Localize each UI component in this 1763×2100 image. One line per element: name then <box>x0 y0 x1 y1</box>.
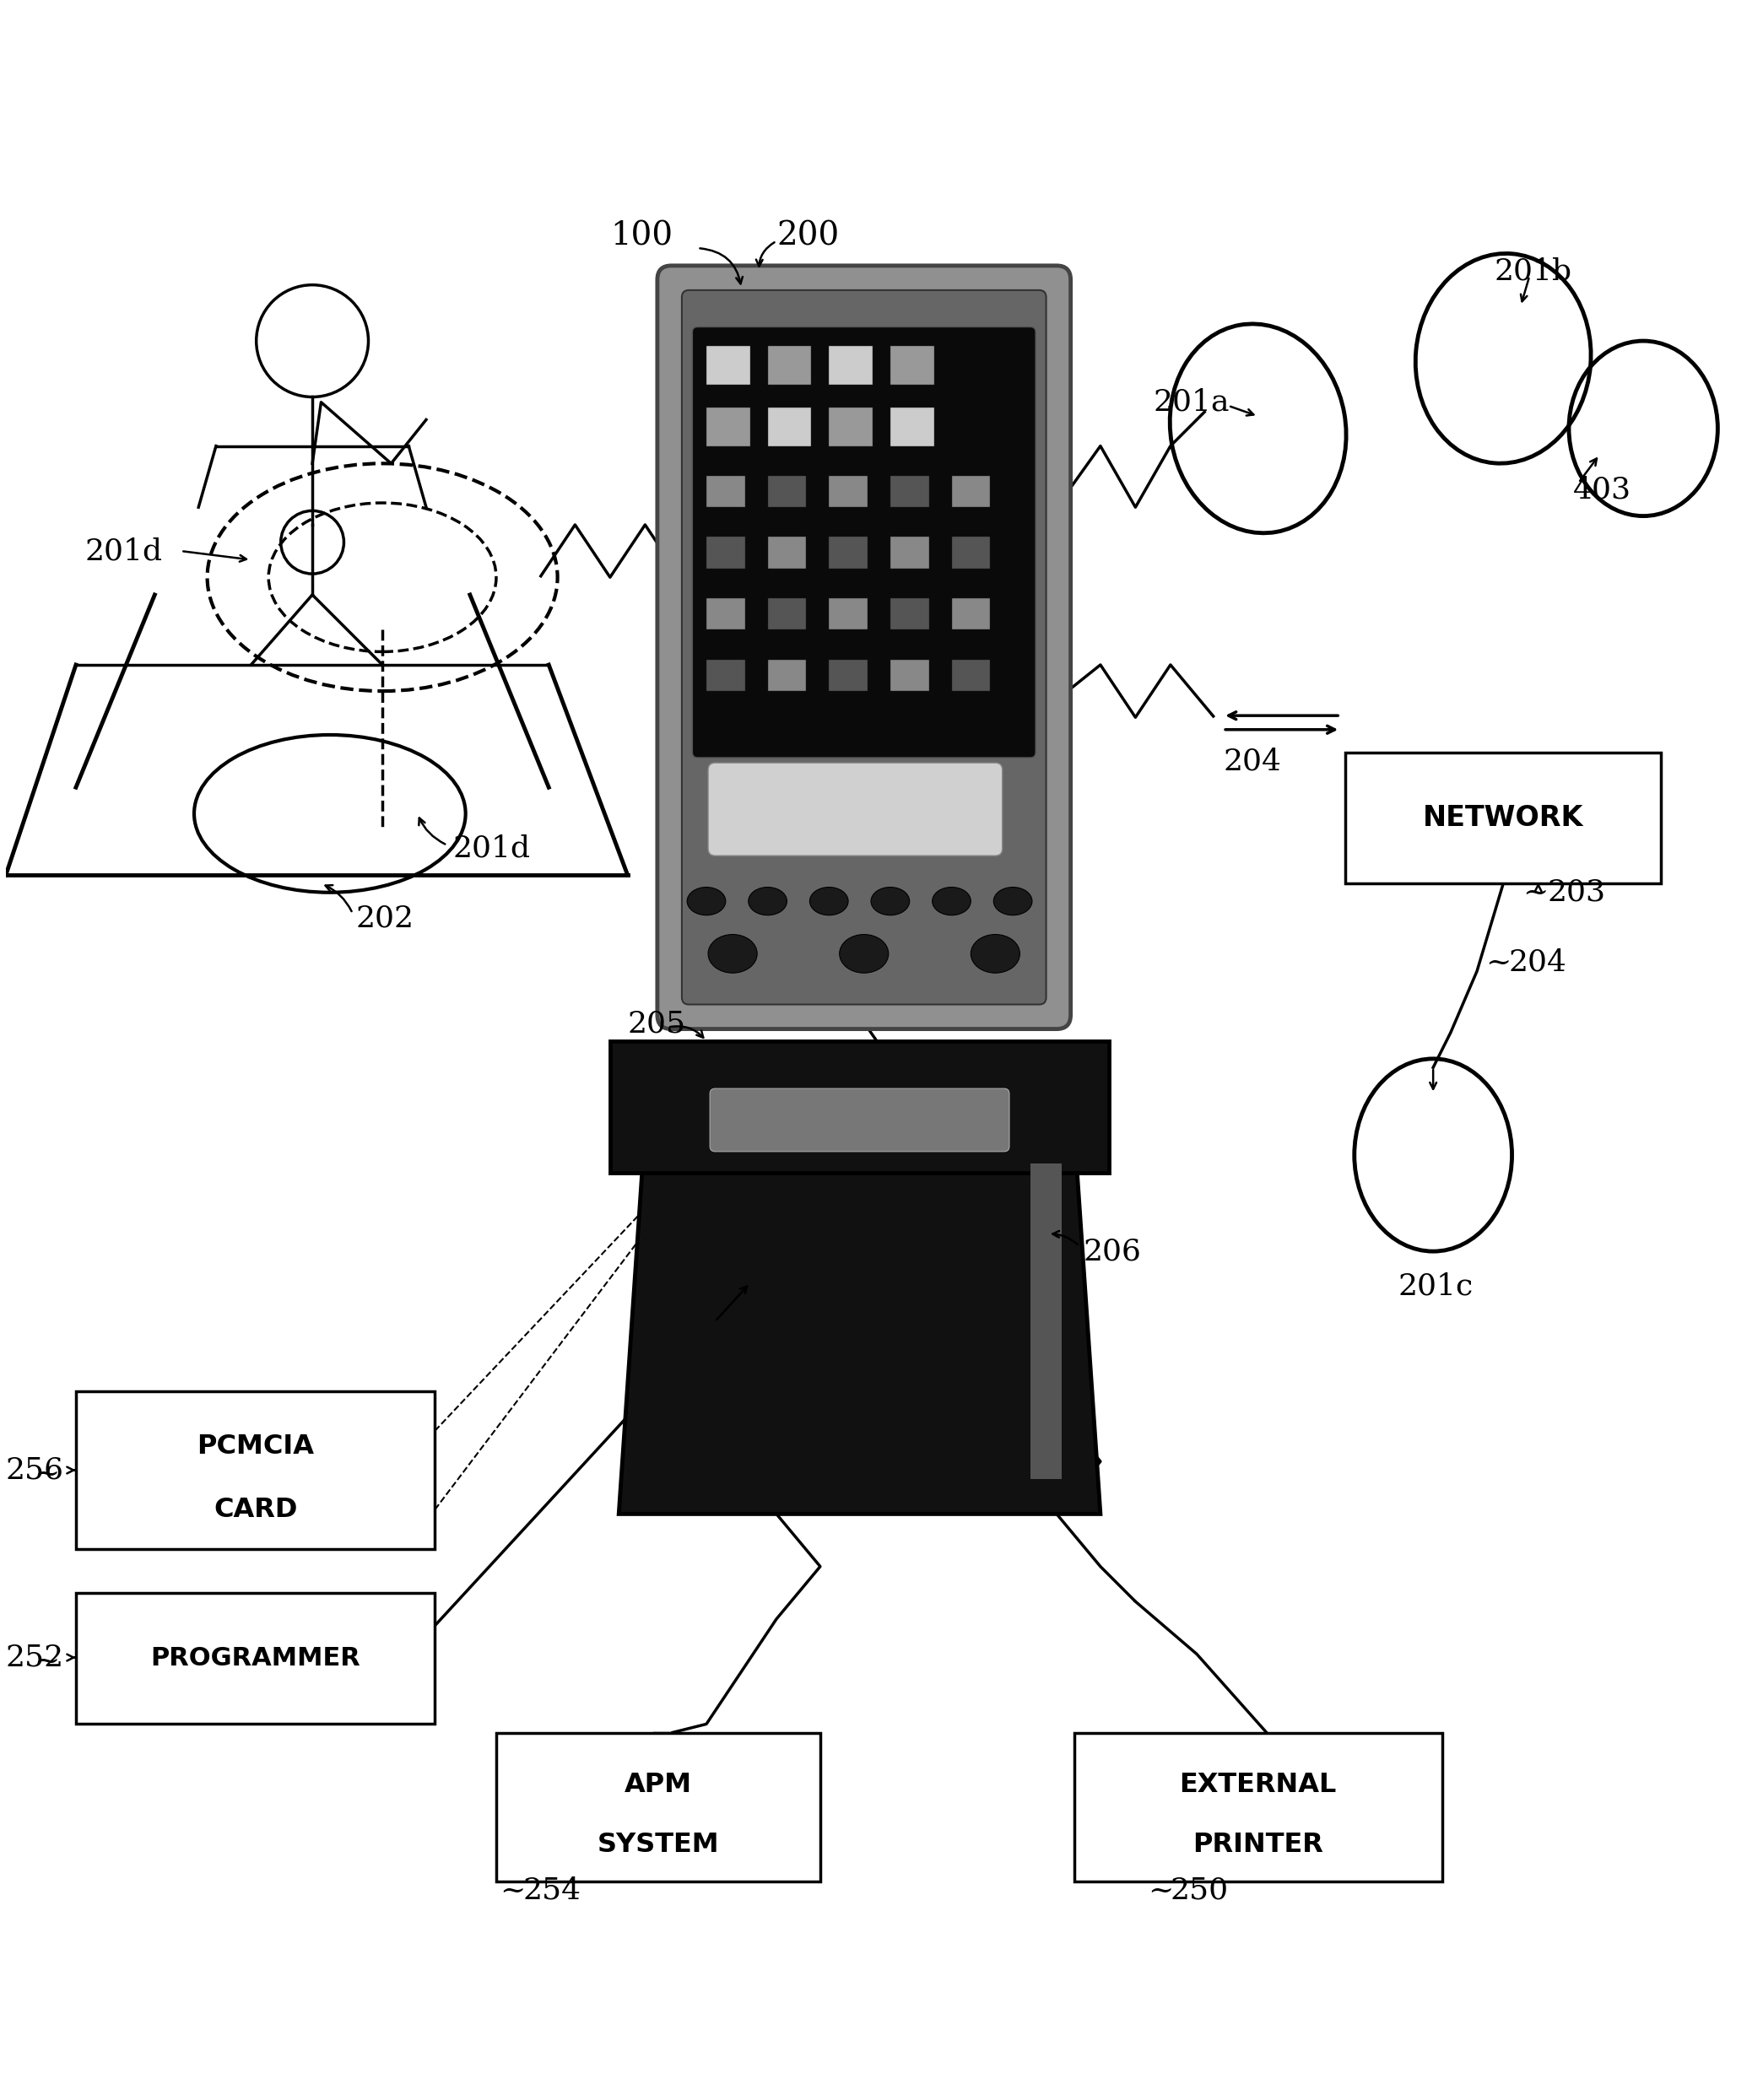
FancyArrowPatch shape <box>183 552 247 561</box>
Bar <box>495 1732 820 1882</box>
Ellipse shape <box>749 886 786 916</box>
Text: ~: ~ <box>1523 878 1548 907</box>
Text: NETWORK: NETWORK <box>1423 804 1583 832</box>
Bar <box>707 538 746 569</box>
Text: 201d: 201d <box>453 834 531 863</box>
Text: 204: 204 <box>1509 947 1567 976</box>
Bar <box>890 659 929 691</box>
Bar <box>707 346 749 384</box>
FancyArrowPatch shape <box>700 248 742 284</box>
Bar <box>890 538 929 569</box>
Bar <box>767 407 811 445</box>
Bar <box>1345 752 1661 884</box>
Bar <box>707 659 746 691</box>
FancyBboxPatch shape <box>710 1088 1010 1151</box>
FancyArrowPatch shape <box>1229 712 1338 720</box>
Text: 256: 256 <box>5 1455 63 1485</box>
Text: 201b: 201b <box>1495 256 1573 286</box>
FancyArrowPatch shape <box>1053 1231 1077 1245</box>
Ellipse shape <box>994 886 1031 916</box>
FancyArrowPatch shape <box>1536 884 1541 890</box>
Bar <box>707 598 746 630</box>
Bar <box>707 407 749 445</box>
Text: 250: 250 <box>1171 1875 1229 1905</box>
FancyBboxPatch shape <box>682 290 1045 1004</box>
Text: 100: 100 <box>610 220 673 252</box>
Text: PCMCIA: PCMCIA <box>197 1434 314 1459</box>
Ellipse shape <box>839 934 889 972</box>
FancyBboxPatch shape <box>693 328 1035 758</box>
Bar <box>829 407 873 445</box>
Text: 200: 200 <box>776 220 839 252</box>
Ellipse shape <box>933 886 971 916</box>
Text: 201c: 201c <box>1398 1273 1474 1300</box>
Bar <box>76 1592 435 1724</box>
Ellipse shape <box>688 886 726 916</box>
Bar <box>829 346 873 384</box>
Bar <box>767 538 806 569</box>
Text: 201a: 201a <box>1153 388 1229 416</box>
Text: 254: 254 <box>522 1875 580 1905</box>
Text: SYSTEM: SYSTEM <box>598 1831 719 1858</box>
Text: ~: ~ <box>33 1646 60 1676</box>
FancyArrowPatch shape <box>1521 279 1529 302</box>
Bar <box>829 538 867 569</box>
Bar <box>76 1392 435 1550</box>
FancyBboxPatch shape <box>658 265 1070 1029</box>
Ellipse shape <box>871 886 910 916</box>
Bar <box>952 659 991 691</box>
Bar <box>890 346 934 384</box>
Bar <box>952 538 991 569</box>
Bar <box>767 477 806 508</box>
Bar <box>829 659 867 691</box>
Bar <box>829 598 867 630</box>
FancyArrowPatch shape <box>718 1287 748 1319</box>
Text: ~: ~ <box>499 1875 525 1905</box>
Text: ~: ~ <box>1486 947 1511 976</box>
Bar <box>1074 1732 1442 1882</box>
Text: 204: 204 <box>1224 748 1282 775</box>
Bar <box>890 407 934 445</box>
Text: 203: 203 <box>1546 878 1606 907</box>
Polygon shape <box>619 1130 1100 1514</box>
FancyArrowPatch shape <box>1430 1069 1437 1090</box>
Text: APM: APM <box>624 1772 693 1798</box>
FancyArrowPatch shape <box>670 1027 703 1037</box>
Text: 206: 206 <box>1082 1237 1141 1266</box>
Bar <box>1030 1163 1061 1478</box>
Text: ~: ~ <box>33 1459 60 1489</box>
Ellipse shape <box>971 934 1019 972</box>
Text: EXTERNAL: EXTERNAL <box>1179 1772 1336 1798</box>
Bar <box>767 598 806 630</box>
FancyArrowPatch shape <box>67 1468 74 1474</box>
Text: 403: 403 <box>1573 475 1631 504</box>
FancyArrowPatch shape <box>756 242 774 267</box>
FancyArrowPatch shape <box>326 884 351 911</box>
FancyArrowPatch shape <box>67 1655 74 1661</box>
Bar <box>707 477 746 508</box>
FancyArrowPatch shape <box>1225 727 1335 733</box>
Bar <box>829 477 867 508</box>
Bar <box>767 346 811 384</box>
Bar <box>952 477 991 508</box>
Bar <box>767 659 806 691</box>
Text: 205: 205 <box>628 1010 686 1037</box>
Polygon shape <box>610 1042 1109 1172</box>
Text: ~: ~ <box>1148 1875 1174 1905</box>
Text: PROGRAMMER: PROGRAMMER <box>150 1646 360 1672</box>
Text: 252: 252 <box>5 1642 63 1672</box>
Text: PRINTER: PRINTER <box>1194 1831 1324 1858</box>
FancyBboxPatch shape <box>709 762 1003 855</box>
FancyArrowPatch shape <box>1231 407 1253 416</box>
FancyArrowPatch shape <box>1580 458 1597 481</box>
Ellipse shape <box>709 934 756 972</box>
Ellipse shape <box>809 886 848 916</box>
Bar <box>952 598 991 630</box>
Text: 202: 202 <box>356 905 414 932</box>
Text: CARD: CARD <box>213 1497 298 1522</box>
Bar <box>890 477 929 508</box>
Text: 201d: 201d <box>85 538 162 565</box>
Bar <box>890 598 929 630</box>
FancyArrowPatch shape <box>420 819 444 844</box>
